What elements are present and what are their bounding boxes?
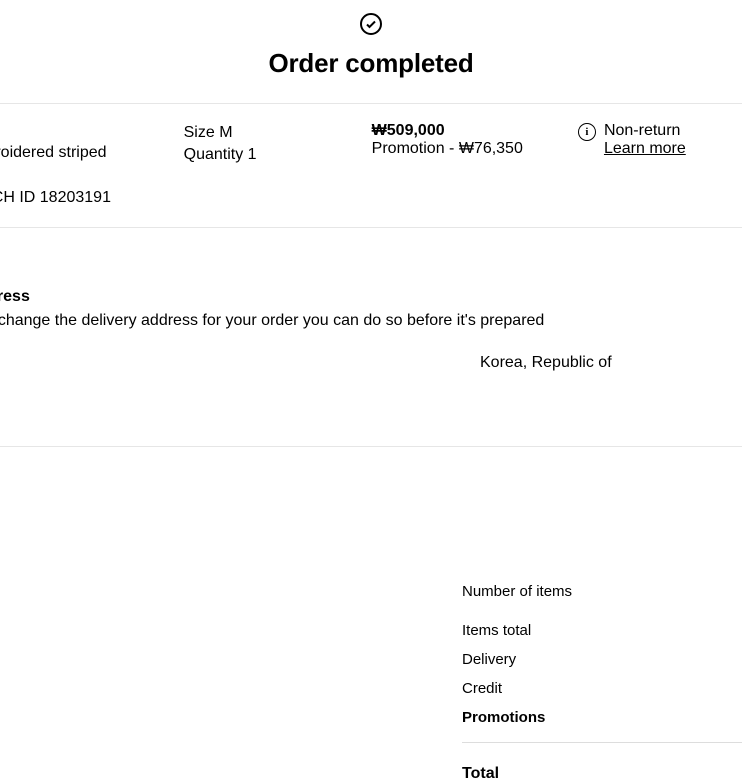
- brand-name: nvin: [0, 122, 160, 140]
- size-label: Size: [184, 124, 215, 141]
- summary-credit-label: Credit: [462, 680, 502, 697]
- product-row: nvin o-embroidered striped hirt RFETCH I…: [0, 104, 742, 227]
- product-name-line2: hirt: [0, 164, 160, 186]
- delivery-address-title: ery address: [0, 288, 742, 306]
- summary-divider: [462, 742, 742, 743]
- farfetch-id: RFETCH ID 18203191: [0, 187, 160, 209]
- summary-items-total-label: Items total: [462, 622, 531, 639]
- delivery-address-sub: need to change the delivery address for …: [0, 312, 742, 330]
- product-name-line1: o-embroidered striped: [0, 142, 160, 164]
- summary-total-label: Total: [462, 765, 499, 783]
- size-line: Size M: [184, 122, 348, 144]
- info-icon: i: [578, 123, 596, 141]
- promotion-line: Promotion - ₩76,350: [372, 140, 554, 158]
- divider: [0, 446, 742, 447]
- page-title: Order completed: [0, 48, 742, 79]
- summary-num-items-label: Number of items: [462, 583, 572, 600]
- quantity-value: 1: [248, 146, 257, 163]
- non-returnable-label: Non-return: [604, 122, 686, 140]
- order-summary: Number of items Items total Delivery Cre…: [462, 577, 742, 783]
- quantity-label: Quantity: [184, 146, 244, 163]
- quantity-line: Quantity 1: [184, 144, 348, 166]
- learn-more-link[interactable]: Learn more: [604, 140, 686, 158]
- check-circle-icon: [0, 12, 742, 36]
- price: ₩509,000: [372, 122, 554, 140]
- size-value: M: [219, 124, 232, 141]
- summary-delivery-label: Delivery: [462, 651, 516, 668]
- summary-promotions-label: Promotions: [462, 709, 545, 726]
- delivery-country: Korea, Republic of: [480, 354, 742, 372]
